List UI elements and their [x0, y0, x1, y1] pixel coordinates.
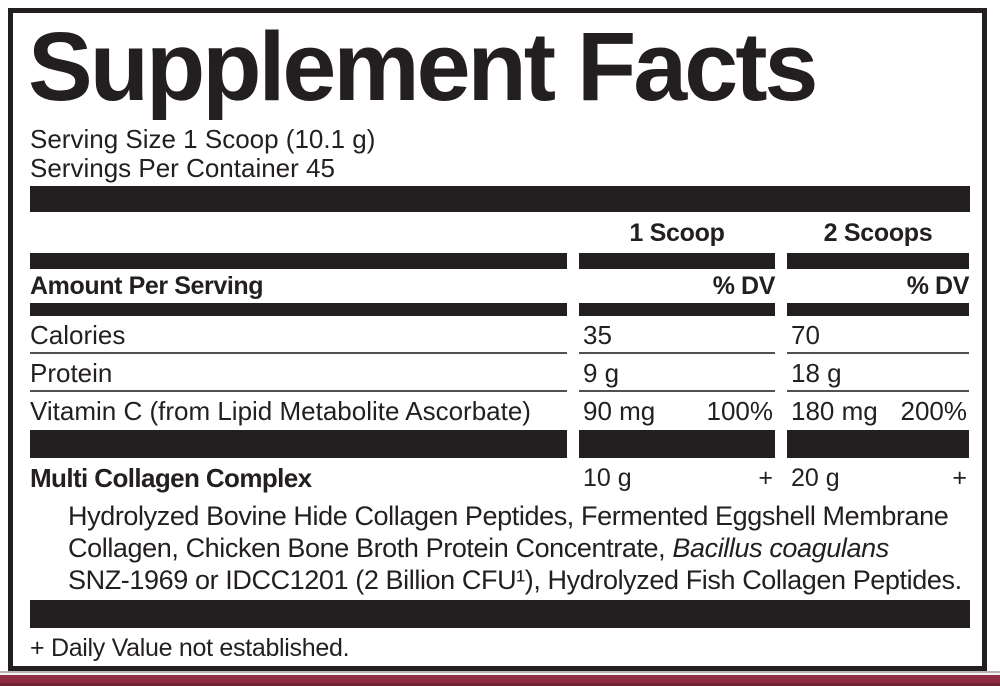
thick-divider-top	[30, 186, 970, 212]
blend-dv-symbol: +	[758, 464, 773, 492]
nutrient-scoop1-cell: 90 mg 100%	[579, 392, 775, 430]
blend-dv-symbol: +	[952, 464, 967, 492]
nutrient-amount: 9 g	[583, 358, 620, 388]
amount-per-serving-row: Amount Per Serving % DV % DV	[30, 269, 970, 303]
servings-per-container-line: Servings Per Container 45	[30, 153, 335, 183]
segment-bar	[30, 430, 567, 458]
nutrient-name: Protein	[30, 354, 567, 392]
supplement-facts-label: Supplement Facts Serving Size 1 Scoop (1…	[8, 8, 987, 671]
nutrient-row-vitamin-c: Vitamin C (from Lipid Metabolite Ascorba…	[30, 392, 970, 430]
nutrient-amount: 180 mg	[791, 396, 878, 426]
blend-amount: 10 g	[583, 464, 632, 492]
nutrient-scoop1-cell: 9 g	[579, 354, 775, 392]
scoop1-column-header: 1 Scoop	[629, 219, 725, 247]
label-title: Supplement Facts	[28, 12, 818, 121]
thick-divider-bottom	[30, 600, 970, 628]
bottom-accent-strips	[0, 671, 1000, 686]
scoop-header-spacer	[30, 212, 567, 253]
blend-amount: 20 g	[791, 464, 840, 492]
nutrient-amount: 18 g	[791, 358, 842, 388]
scoop-header-row: 1 Scoop 2 Scoops	[30, 212, 970, 253]
segment-bar	[787, 430, 969, 458]
blend-row: Multi Collagen Complex 10 g + 20 g +	[30, 458, 970, 498]
accent-strip-maroon	[0, 675, 1000, 683]
daily-value-footnote: + Daily Value not established.	[30, 634, 350, 662]
scoop2-dv-header: % DV	[906, 272, 970, 300]
segment-bar	[787, 253, 969, 269]
segment-divider-row-3	[30, 430, 970, 458]
scoop2-column-header: 2 Scoops	[823, 219, 933, 247]
segment-divider-row-1	[30, 253, 970, 269]
nutrient-name: Vitamin C (from Lipid Metabolite Ascorba…	[30, 396, 531, 426]
nutrient-scoop1-cell: 35	[579, 316, 775, 354]
blend-scoop2-cell: 20 g +	[787, 458, 969, 498]
segment-bar	[30, 303, 567, 316]
blend-description-line: SNZ-1969 or IDCC1201 (2 Billion CFU¹), H…	[68, 565, 962, 595]
segment-bar	[579, 430, 775, 458]
nutrient-scoop2-cell: 18 g	[787, 354, 969, 392]
segment-bar	[579, 303, 775, 316]
accent-strip-light	[0, 673, 1000, 675]
nutrient-amount: 90 mg	[583, 396, 656, 426]
blend-description-line2-italic: Bacillus coagulans	[672, 533, 889, 563]
accent-strip-gray	[0, 671, 1000, 673]
blend-description-line: Collagen, Chicken Bone Broth Protein Con…	[68, 532, 970, 564]
accent-strip-maroon-dark	[0, 683, 1000, 686]
blend-description-line: Hydrolyzed Bovine Hide Collagen Peptides…	[68, 501, 949, 531]
blend-description-line2-regular: Collagen, Chicken Bone Broth Protein Con…	[68, 533, 673, 563]
blend-description: Hydrolyzed Bovine Hide Collagen Peptides…	[68, 500, 970, 596]
nutrient-row-protein: Protein 9 g 18 g	[30, 354, 970, 392]
segment-bar	[30, 253, 567, 269]
segment-bar	[787, 303, 969, 316]
nutrient-row-calories: Calories 35 70	[30, 316, 970, 354]
blend-name: Multi Collagen Complex	[30, 463, 312, 493]
segment-bar	[579, 253, 775, 269]
serving-size-line: Serving Size 1 Scoop (10.1 g)	[30, 124, 376, 154]
nutrient-scoop2-cell: 180 mg 200%	[787, 392, 969, 430]
nutrient-dv: 100%	[706, 396, 774, 426]
nutrient-name: Calories	[30, 316, 567, 354]
blend-scoop1-cell: 10 g +	[579, 458, 775, 498]
serving-info: Serving Size 1 Scoop (10.1 g) Servings P…	[30, 125, 970, 183]
nutrient-dv: 200%	[900, 396, 968, 426]
nutrient-amount: 70	[791, 320, 820, 350]
nutrient-scoop2-cell: 70	[787, 316, 969, 354]
nutrient-amount: 35	[583, 320, 612, 350]
amount-per-serving-label: Amount Per Serving	[30, 272, 264, 300]
segment-divider-row-2	[30, 303, 970, 316]
scoop1-dv-header: % DV	[712, 272, 776, 300]
